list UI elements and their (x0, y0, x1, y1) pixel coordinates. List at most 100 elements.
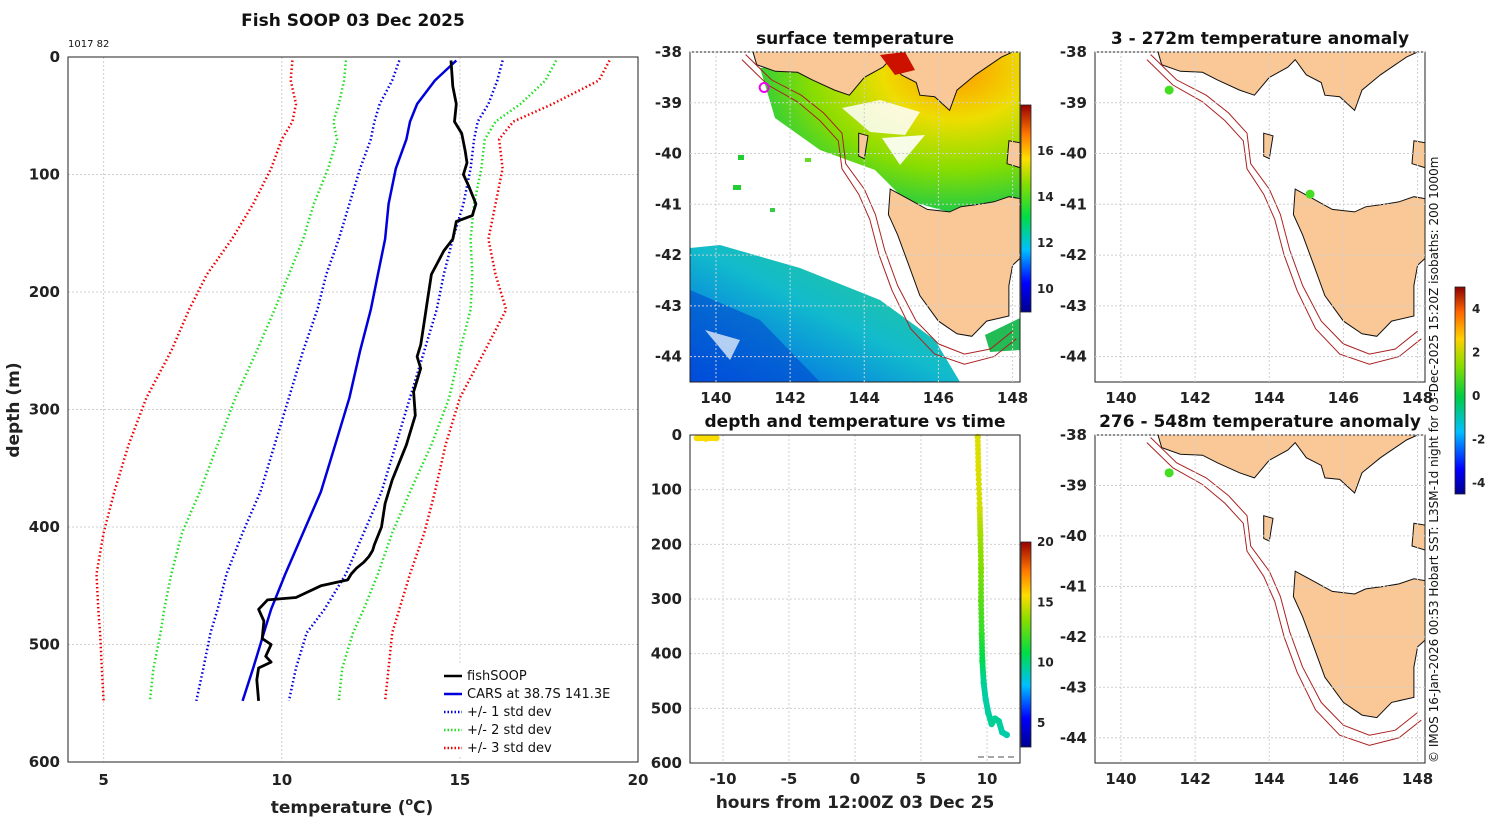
anomaly-shallow-xtick: 146 (1328, 389, 1359, 407)
time-point-interp (977, 561, 984, 568)
profile-lines (95, 59, 611, 702)
anomaly-shallow-ytick: -44 (1060, 348, 1087, 366)
anomaly-deep-ytick: -39 (1060, 476, 1087, 494)
sst-map-ytick: -40 (655, 145, 682, 163)
time-point-interp (975, 476, 982, 483)
sst-colorbar-tick: 14 (1037, 190, 1054, 204)
time-point-interp (976, 485, 983, 492)
time-axes-frame (689, 434, 1021, 764)
anomaly-deep-xtick: 142 (1179, 770, 1210, 788)
anomaly-deep-title: 276 - 548m temperature anomaly (1099, 412, 1421, 432)
anomaly-deep-isobath-200 (1150, 437, 1418, 736)
sst-colorbar-ticks: 10 12 14 16 (1037, 144, 1054, 296)
time-point-interp (978, 626, 985, 633)
anomaly-shallow-ytick: -42 (1060, 246, 1087, 264)
anomaly-shallow-ytick: -43 (1060, 297, 1087, 315)
std2-minus-line (148, 60, 348, 702)
profile-ylabel: depth (m) (4, 362, 24, 457)
time-point-interp (975, 471, 982, 478)
sst-isobath-200 (745, 54, 1013, 355)
profile-xtick: 10 (271, 771, 292, 789)
time-ytick: 600 (651, 754, 682, 772)
time-point-interp (978, 577, 985, 584)
anomaly-deep-ytick: -44 (1060, 729, 1087, 747)
time-point-interp (1003, 731, 1010, 738)
fishsoop-line (255, 60, 478, 702)
profile-ytick: 300 (29, 401, 60, 419)
sst-map-content (690, 52, 1020, 382)
time-point-interp (979, 654, 986, 661)
time-point-interp (977, 528, 984, 535)
anomaly-shallow-ticks: 140 142 144 146 148 -38 -39 -40 -41 -42 -43 -44 (1060, 43, 1433, 407)
anomaly-shallow-land (1157, 52, 1425, 337)
anomaly-shallow-panel: 3 - 272m temperature anomaly 140 142 144 14… (1060, 29, 1433, 407)
std2-plus-line (337, 59, 558, 702)
sst-map-panel: surface temperature 140 142 1 (655, 29, 1054, 407)
time-point-interp (975, 462, 982, 469)
profile-panel: Fish SOOP 03 Dec 2025 1017 82 5 10 15 20010… (4, 11, 648, 818)
legend-fishsoop: fishSOOP (467, 669, 527, 684)
time-ytick: 500 (651, 699, 682, 717)
profile-xlabel-main: temperature ( (271, 798, 406, 818)
sst-map-ytick: -41 (655, 195, 682, 213)
legend-std1: +/- 1 std dev (467, 705, 552, 720)
time-point-interp (711, 435, 718, 442)
anomaly-shallow-xtick: 142 (1179, 389, 1210, 407)
profile-ytick: 0 (50, 48, 60, 66)
profile-xtick: 15 (449, 771, 470, 789)
time-xtick: 10 (977, 770, 998, 788)
anomaly-deep-xtick: 140 (1105, 770, 1136, 788)
time-xtick: -10 (709, 770, 736, 788)
anomaly-colorbar-group: 4 2 0 -2 -4 (1454, 286, 1485, 495)
time-colorbar-tick: 5 (1037, 716, 1045, 730)
anomaly-deep-dot (1164, 468, 1174, 478)
profile-title: Fish SOOP 03 Dec 2025 (241, 11, 465, 31)
legend-box (438, 664, 634, 756)
sst-colorbar-tick: 12 (1037, 236, 1054, 250)
time-xtick: 5 (916, 770, 926, 788)
anomaly-shallow-xtick: 144 (1254, 389, 1285, 407)
profile-ytick: 600 (29, 753, 60, 771)
anomaly-deep-ytick: -43 (1060, 678, 1087, 696)
profile-xlabel: temperature (oC) (271, 795, 434, 818)
time-xtick: 0 (850, 770, 860, 788)
anomaly-shallow-isobath-200 (1150, 54, 1418, 355)
legend-std3: +/- 3 std dev (467, 741, 552, 756)
time-point-interp (976, 490, 983, 497)
profile-xtick: 20 (628, 771, 649, 789)
time-panel: depth and temperature vs time -10 -5 0 5 100… (651, 412, 1054, 813)
anomaly-shallow-isobath-1000 (1146, 59, 1422, 365)
sst-map-xtick: 146 (923, 389, 954, 407)
time-colorbar-tick: 20 (1037, 535, 1054, 549)
anomaly-shallow-ytick: -40 (1060, 145, 1087, 163)
profile-xlabel-end: C) (413, 798, 433, 818)
anomaly-deep-ticks: 140 142 144 146 148 -38 -39 -40 -41 -42 -43 -44 (1060, 426, 1433, 788)
time-ytick: 0 (672, 426, 682, 444)
time-grid (690, 434, 1020, 764)
anomaly-deep-dots (1164, 468, 1174, 478)
anomaly-deep-ytick: -38 (1060, 426, 1087, 444)
anomaly-deep-xtick: 148 (1402, 770, 1433, 788)
std3-plus-line (383, 59, 611, 702)
time-point-interp (978, 569, 985, 576)
sst-map-xtick: 142 (774, 389, 805, 407)
time-points (693, 433, 1010, 739)
time-point-interp (978, 573, 985, 580)
legend-std2: +/- 2 std dev (467, 723, 552, 738)
time-ytick: 100 (651, 481, 682, 499)
time-point-interp (976, 495, 983, 502)
anomaly-deep-isobath-1000 (1146, 442, 1422, 746)
sst-map-ticks: 140 142 144 146 148 -38 -39 -40 -41 -42 -43 -44 (655, 43, 1028, 407)
anomaly-colorbar (1454, 286, 1466, 495)
sst-location-marker (758, 82, 770, 94)
time-point-interp (978, 585, 985, 592)
side-credit-text: © IMOS 16-Jan-2026 00:53 Hobart SST: L3S… (1427, 157, 1441, 763)
sst-map-xtick: 148 (997, 389, 1028, 407)
time-xlabel: hours from 12:00Z 03 Dec 25 (716, 793, 995, 813)
anomaly-shallow-title: 3 - 272m temperature anomaly (1111, 29, 1409, 49)
sst-hot-spot (880, 52, 915, 75)
profile-axes-frame (67, 56, 639, 763)
sst-land (752, 52, 1020, 337)
